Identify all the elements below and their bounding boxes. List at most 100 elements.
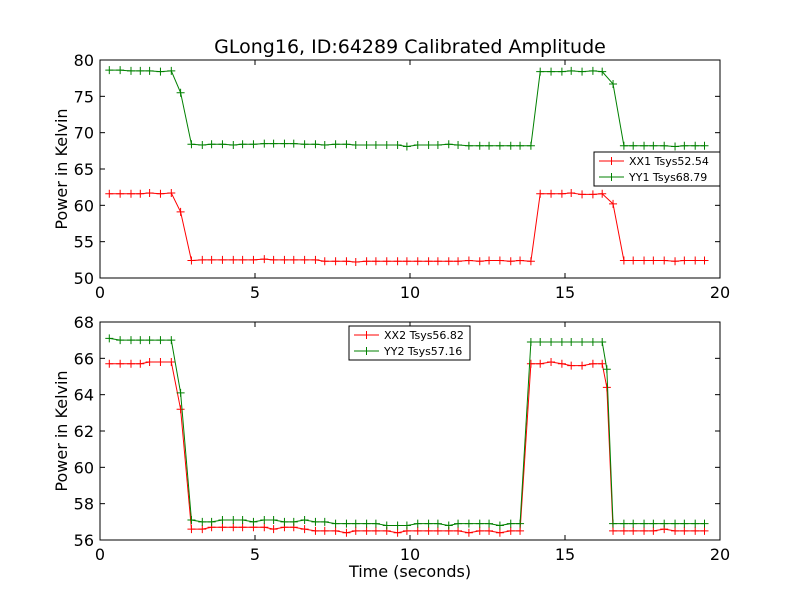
data-point-marker [167,336,176,345]
data-point-marker [382,141,391,150]
data-point-marker [402,257,411,266]
data-point-marker [609,519,618,528]
y-axis-label: Power in Kelvin [52,108,71,229]
data-point-marker [289,139,298,148]
data-point-marker [557,337,566,346]
data-point-marker [464,256,473,265]
data-point-marker [238,140,247,149]
data-point-marker [557,359,566,368]
y-tick-label: 60 [74,458,94,477]
data-point-marker [362,141,371,150]
data-point-marker [475,519,484,528]
data-point-marker [127,359,135,368]
data-point-marker [198,141,207,150]
data-point-marker [300,516,309,525]
y-tick-label: 80 [74,51,94,70]
data-point-marker [567,188,576,197]
data-point-marker [700,256,709,265]
data-point-marker [218,140,227,149]
data-point-marker [588,190,597,199]
data-point-marker [602,383,611,392]
data-point-marker [495,141,504,150]
data-point-marker [588,359,597,368]
data-point-marker [187,525,196,534]
data-point-marker [145,66,154,75]
data-point-marker [218,516,227,525]
data-point-marker [629,519,638,528]
data-point-marker [536,359,545,368]
x-tick-label: 20 [710,545,730,564]
data-point-marker [260,516,269,525]
data-point-marker [413,519,422,528]
data-point-marker [485,141,494,150]
data-point-marker [485,526,494,535]
data-point-marker [640,256,649,265]
data-point-marker [269,139,278,148]
data-point-marker [485,519,494,528]
data-point-marker [393,521,402,530]
data-point-marker [547,189,556,198]
data-point-marker [238,523,247,532]
data-point-marker [547,357,556,366]
data-point-marker [619,256,628,265]
y-tick-label: 65 [74,160,94,179]
y-tick-label: 50 [74,269,94,288]
data-point-marker [495,256,504,265]
data-point-marker [136,359,145,368]
data-point-marker [238,516,247,525]
data-point-marker [609,79,618,88]
legend-entry-label: XX1 Tsys52.54 [629,155,709,168]
data-point-marker [311,517,320,526]
y-tick-label: 70 [74,124,94,143]
data-point-marker [187,516,196,525]
data-point-marker [629,141,638,150]
data-point-marker [207,517,216,526]
data-point-marker [331,257,340,266]
data-point-marker [249,517,258,526]
data-point-marker [342,519,351,528]
data-point-marker [598,189,607,198]
data-point-marker [351,258,360,267]
data-point-marker [300,525,309,534]
data-point-marker [578,361,587,370]
data-point-marker [454,526,463,535]
data-point-marker [145,336,154,345]
data-point-marker [516,141,525,150]
data-point-marker [402,142,411,151]
data-point-marker [371,141,380,150]
legend-entry-label: XX2 Tsys56.82 [384,329,464,342]
data-point-marker [671,142,680,151]
y-tick-label: 68 [74,313,94,332]
data-point-marker [167,66,176,75]
data-point-marker [629,256,638,265]
data-point-marker [371,257,380,266]
data-point-marker [598,359,607,368]
data-point-marker [464,141,473,150]
data-point-marker [320,517,329,526]
data-point-marker [362,526,371,535]
x-tick-label: 5 [250,283,260,302]
data-point-marker [660,141,669,150]
data-point-marker [136,336,145,345]
x-tick-label: 15 [555,545,575,564]
data-point-marker [680,519,689,528]
data-point-marker [351,141,360,150]
data-point-marker [619,519,628,528]
data-point-marker [413,526,422,535]
x-tick-label: 0 [95,283,105,302]
data-point-marker [362,519,371,528]
data-point-marker [229,516,238,525]
x-axis-label: Time (seconds) [348,562,471,581]
data-point-marker [342,257,351,266]
data-point-marker [207,140,216,149]
data-point-marker [691,141,700,150]
data-point-marker [691,256,700,265]
data-point-marker [136,189,145,198]
data-point-marker [280,139,289,148]
data-point-marker [700,526,709,535]
data-point-marker [454,141,463,150]
data-point-marker [105,66,114,75]
data-point-marker [536,189,545,198]
y-tick-label: 66 [74,349,94,368]
